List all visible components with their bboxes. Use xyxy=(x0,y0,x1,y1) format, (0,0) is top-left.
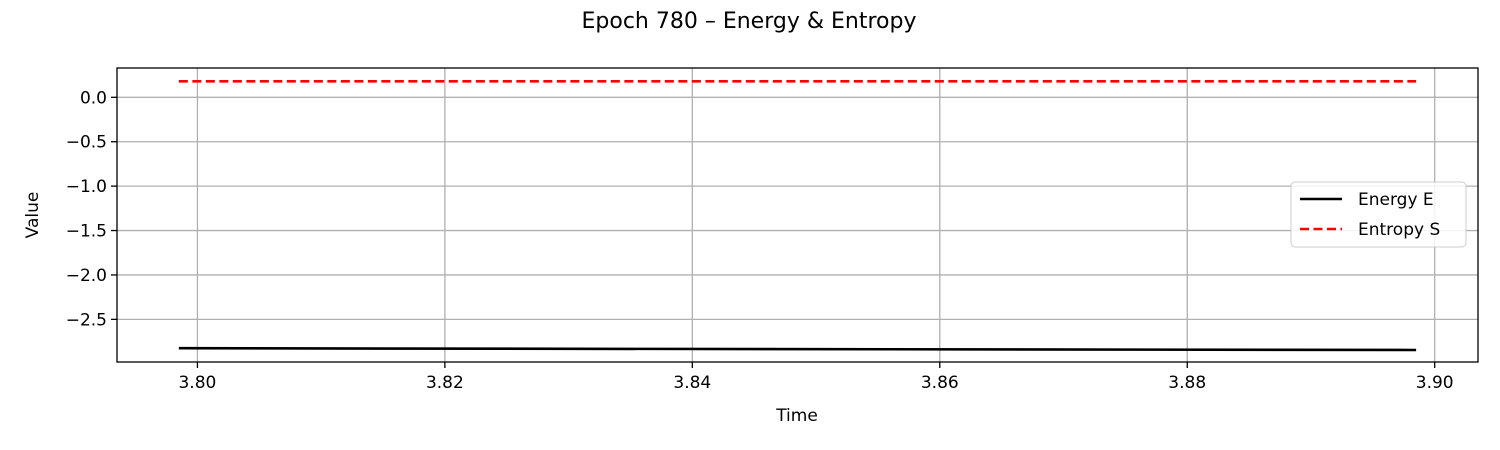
axes: 3.80 3.82 3.84 3.86 3.88 3.90 0.0 −0.5 −1.0 −1.5 −… xyxy=(66,88,1454,393)
legend-label: Energy E xyxy=(1358,190,1434,210)
x-tick-label: 3.90 xyxy=(1416,373,1454,393)
series-layer xyxy=(178,80,1417,352)
x-tick-label: 3.82 xyxy=(426,373,464,393)
x-axis-title: Time xyxy=(775,406,818,426)
y-tick-label: −2.5 xyxy=(66,310,107,330)
series-line-energy-e xyxy=(178,346,1417,352)
x-tick-label: 3.84 xyxy=(673,373,711,393)
chart-title: Epoch 780 – Energy & Entropy xyxy=(582,9,917,34)
x-tick-label: 3.86 xyxy=(921,373,959,393)
y-tick-label: −0.5 xyxy=(66,133,107,153)
grid xyxy=(117,68,1478,362)
x-tick-label: 3.88 xyxy=(1168,373,1206,393)
y-tick-label: −2.0 xyxy=(66,266,107,286)
legend-label: Entropy S xyxy=(1358,220,1440,240)
plot-frame xyxy=(116,67,1479,363)
y-tick-label: 0.0 xyxy=(80,88,107,108)
y-tick-label: −1.0 xyxy=(66,177,107,197)
y-tick-label: −1.5 xyxy=(66,222,107,242)
y-axis-title: Value xyxy=(23,192,43,239)
legend: Energy E Entropy S xyxy=(1290,181,1467,248)
x-tick-label: 3.80 xyxy=(178,373,216,393)
